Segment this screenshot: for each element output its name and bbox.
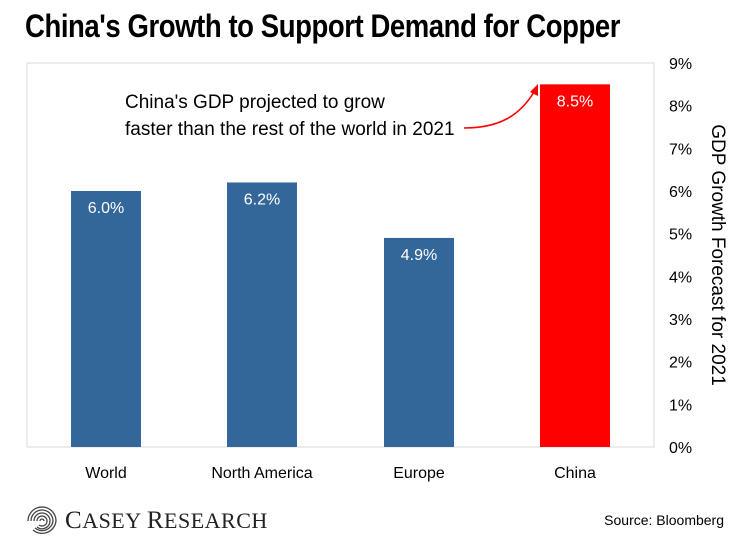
y-tick-label: 2%	[669, 355, 692, 372]
plot-area-border	[26, 62, 655, 448]
data-label-north-america: 6.2%	[244, 191, 280, 208]
casey-research-logo: CASEY RESEARCH	[25, 504, 268, 538]
category-label-world: World	[85, 465, 127, 482]
y-tick-label: 0%	[669, 440, 692, 457]
bar-europe	[384, 237, 454, 447]
y-tick-labels-group: 0% 1% 2% 3% 4% 5% 6% 7% 8% 9%	[669, 56, 692, 457]
annotation-arrowhead	[530, 84, 538, 96]
category-label-north-america: North America	[211, 465, 312, 482]
y-tick-label: 9%	[669, 56, 692, 73]
bar-china	[540, 84, 610, 447]
data-label-europe: 4.9%	[401, 247, 437, 264]
y-tick-label: 7%	[669, 141, 692, 158]
category-labels-group: World North America Europe China	[85, 465, 596, 482]
logo-wordmark: CASEY RESEARCH	[65, 507, 268, 534]
y-tick-label: 1%	[669, 397, 692, 414]
y-tick-label: 4%	[669, 269, 692, 286]
chart-title: China's Growth to Support Demand for Cop…	[25, 8, 621, 44]
data-label-world: 6.0%	[88, 200, 124, 217]
y-tick-label: 5%	[669, 227, 692, 244]
bars-group	[71, 84, 610, 447]
y-tick-label: 3%	[669, 312, 692, 329]
y-axis-title: GDP Growth Forecast for 2021	[707, 124, 728, 386]
annotation-arrow	[463, 91, 535, 129]
y-tick-label: 6%	[669, 184, 692, 201]
data-labels-group: 6.0% 6.2% 4.9% 8.5%	[88, 93, 593, 264]
y-tick-label: 8%	[669, 99, 692, 116]
spiral-swirl-icon	[27, 506, 57, 534]
source-note: Source: Bloomberg	[604, 512, 724, 528]
data-label-china: 8.5%	[557, 93, 593, 110]
bar-north-america	[227, 182, 297, 447]
category-label-china: China	[554, 465, 596, 482]
annotation: China's GDP projected to grow faster tha…	[125, 84, 538, 140]
category-label-europe: Europe	[393, 465, 445, 482]
annotation-line-2: faster than the rest of the world in 202…	[125, 119, 455, 140]
bar-world	[71, 191, 141, 447]
annotation-line-1: China's GDP projected to grow	[125, 92, 385, 113]
